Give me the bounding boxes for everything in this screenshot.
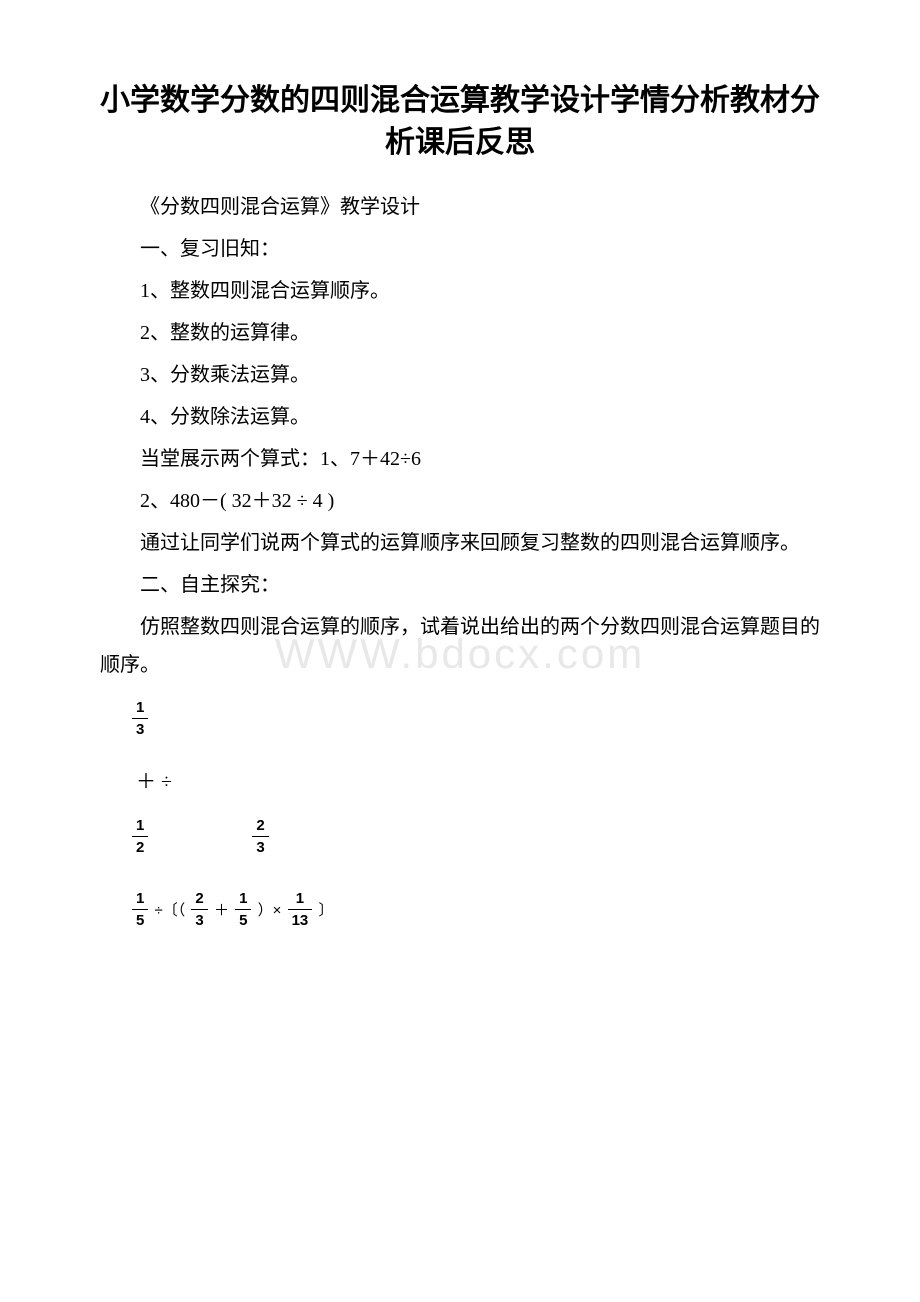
paragraph-item-1: 1、整数四则混合运算顺序。 [100,272,820,310]
denominator: 3 [252,836,268,855]
fraction-row-2: 1 2 2 3 [132,818,820,855]
fraction-row-1: 1 3 [132,700,820,737]
numerator: 1 [288,891,313,909]
paragraph-expression-1: 当堂展示两个算式：1、7＋42÷6 [100,440,820,478]
document-content: 小学数学分数的四则混合运算教学设计学情分析教材分析课后反思 《分数四则混合运算》… [100,80,820,928]
numerator: 1 [132,818,148,836]
paragraph-instruction: 仿照整数四则混合运算的顺序，试着说出给出的两个分数四则混合运算题目的顺序。 [100,608,820,684]
paragraph-expression-2: 2、480－( 32＋32 ÷ 4 ) [100,482,820,520]
paragraph-explanation: 通过让同学们说两个算式的运算顺序来回顾复习整数的四则混合运算顺序。 [100,524,820,562]
fraction-2-3b: 2 3 [191,891,207,928]
numerator: 1 [132,891,148,909]
fraction-1-2: 1 2 [132,818,148,855]
fraction-1-5: 1 5 [132,891,148,928]
operator-plus: ＋ [212,899,231,920]
operator-times: ）× [256,899,284,920]
denominator: 3 [191,909,207,928]
document-title: 小学数学分数的四则混合运算教学设计学情分析教材分析课后反思 [100,80,820,164]
numerator: 2 [191,891,207,909]
paragraph-section-2: 二、自主探究： [100,566,820,604]
numerator: 2 [252,818,268,836]
fraction-1-13: 1 13 [288,891,313,928]
fraction-2-3: 2 3 [252,818,268,855]
denominator: 5 [132,909,148,928]
operators-row: ＋ ÷ [132,765,820,794]
paragraph-section-1: 一、复习旧知： [100,230,820,268]
paragraph-subtitle: 《分数四则混合运算》教学设计 [100,188,820,226]
fraction-1-5b: 1 5 [235,891,251,928]
denominator: 2 [132,836,148,855]
numerator: 1 [235,891,251,909]
expression-row: 1 5 ÷〔（ 2 3 ＋ 1 5 ）× 1 13 〕 [132,891,820,928]
paragraph-item-4: 4、分数除法运算。 [100,398,820,436]
numerator: 1 [132,700,148,718]
operator-close-bracket: 〕 [316,899,335,920]
paragraph-item-2: 2、整数的运算律。 [100,314,820,352]
denominator: 5 [235,909,251,928]
fraction-1-3: 1 3 [132,700,148,737]
paragraph-item-3: 3、分数乘法运算。 [100,356,820,394]
operator-div-bracket: ÷〔（ [153,899,188,920]
denominator: 3 [132,718,148,737]
fraction-examples: 1 3 ＋ ÷ 1 2 2 3 1 5 ÷〔（ 2 3 [100,700,820,928]
denominator: 13 [288,909,313,928]
